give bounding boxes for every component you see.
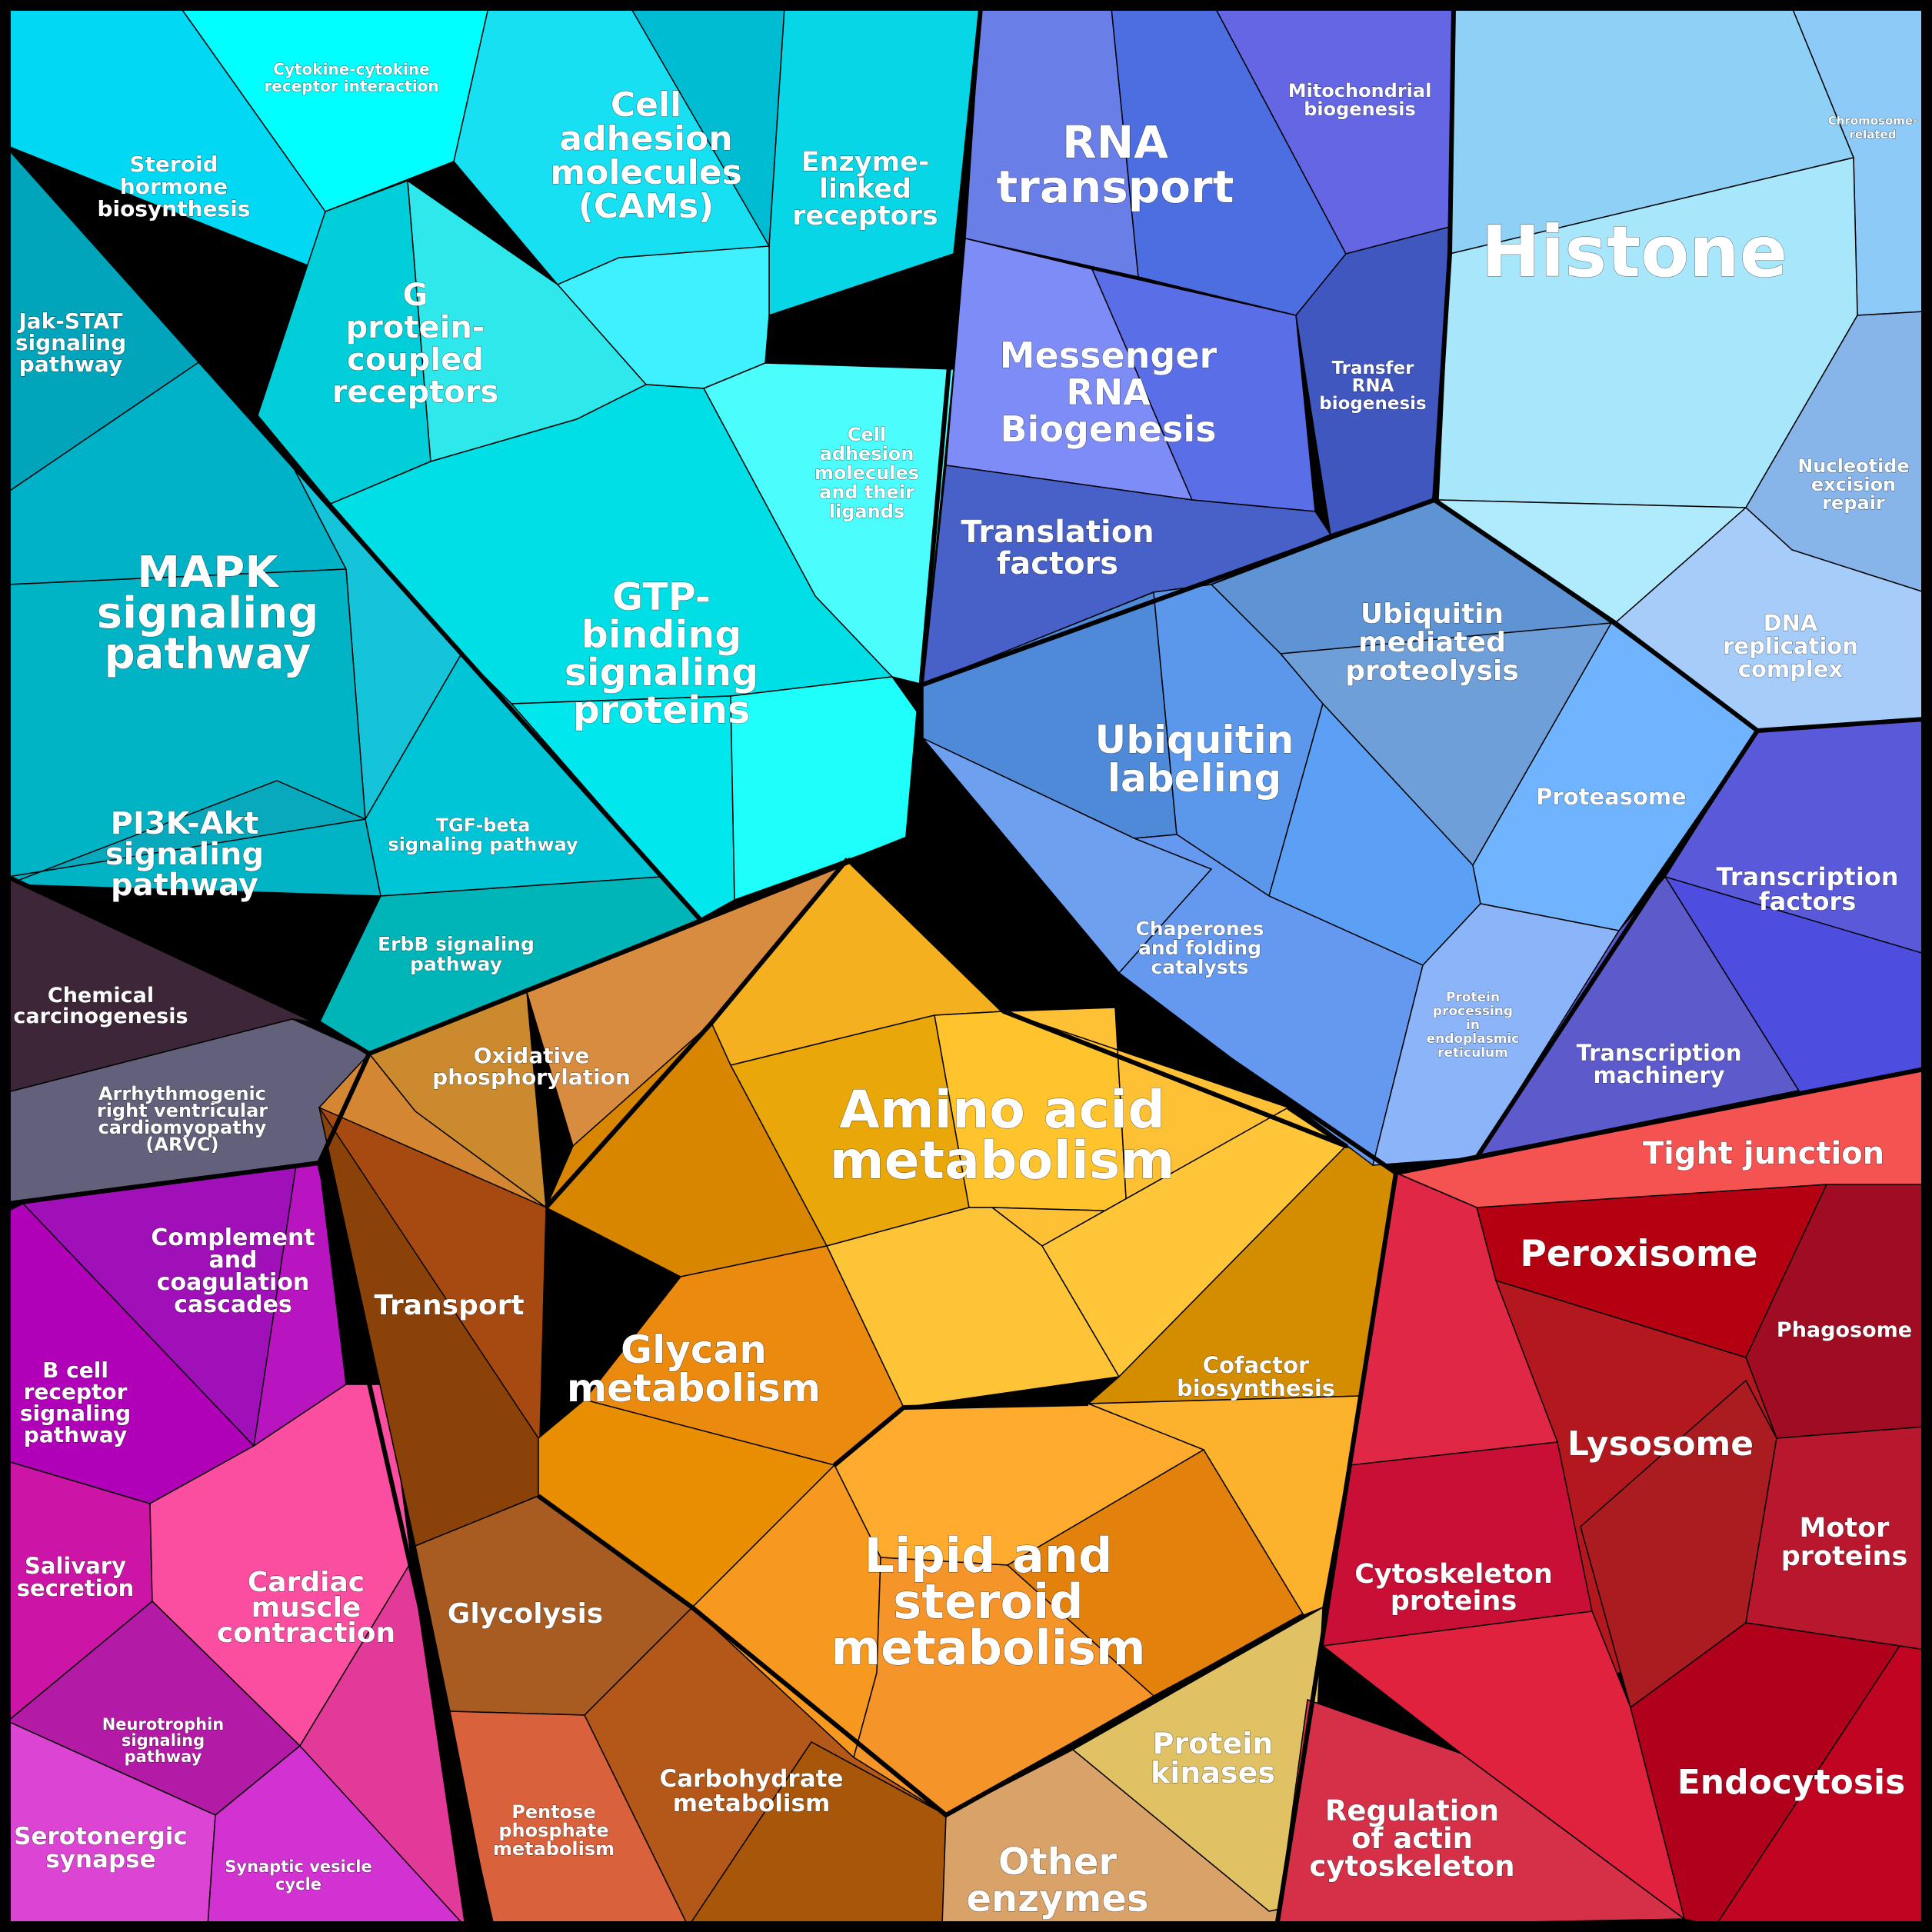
label-transfer-rna: Transfer RNA biogenesis (1319, 358, 1426, 414)
label-lysosome: Lysosome (1567, 1424, 1754, 1464)
border-signaling-diagonal (5, 145, 702, 921)
label-synaptic-vesicle-cycle: Synaptic vesicle cycle (225, 1857, 371, 1894)
label-steroid-hormone: Steroid hormone biosynthesis (98, 152, 251, 222)
border-metabolism-left (317, 1162, 495, 1927)
label-glycolysis: Glycolysis (448, 1598, 603, 1630)
label-histone: Histone (1481, 211, 1787, 293)
rna-group (922, 7, 1454, 686)
label-translation-factors: Translation factors (961, 515, 1154, 581)
folding-group (922, 499, 1759, 1167)
label-amino-acid-metabolism: Amino acid metabolism (830, 1080, 1175, 1191)
label-erbb: ErbB signaling pathway (378, 933, 535, 975)
group-borders (5, 7, 1925, 1927)
label-transcription-machinery: Transcription machinery (1577, 1040, 1742, 1088)
border-histone (1447, 7, 1456, 255)
label-tight-junction: Tight junction (1643, 1136, 1884, 1171)
label-pi3k-akt: PI3K-Akt signaling pathway (105, 806, 264, 903)
label-carbohydrate-metabolism: Carbohydrate metabolism (660, 1765, 844, 1817)
border-disease-bottom (7, 1161, 320, 1206)
label-gtp-binding: GTP-binding signaling proteins (565, 575, 759, 732)
label-regulation-actin: Regulation of actin cytoskeleton (1309, 1794, 1514, 1883)
label-serotonergic-synapse: Serotonergic synapse (14, 1823, 188, 1874)
label-transcription-factors: Transcription factors (1716, 862, 1898, 916)
label-b-cell-receptor: B cell receptor signaling pathway (20, 1357, 131, 1447)
label-motor-proteins: Motor proteins (1781, 1513, 1908, 1572)
label-phagosome: Phagosome (1777, 1318, 1912, 1342)
label-lipid-steroid: Lipid and steroid metabolism (831, 1527, 1145, 1676)
label-cell-adhesion-cams: Cell adhesion molecules (CAMs) (550, 85, 742, 226)
border-organismal-right (317, 1052, 371, 1164)
label-cardiac-muscle: Cardiac muscle contraction (217, 1567, 395, 1649)
border-amino-acid (845, 857, 1348, 1148)
label-ubiquitin-labeling: Ubiquitin labeling (1095, 718, 1294, 801)
labels: Histone Chromosome-related Nucleotide exc… (13, 60, 1918, 1921)
label-cofactor-biosynthesis: Cofactor biosynthesis (1177, 1352, 1335, 1401)
label-cytoskeleton-proteins: Cytoskeleton proteins (1354, 1559, 1553, 1617)
label-cytokine-receptor: Cytokine-cytokine receptor interaction (264, 60, 438, 95)
label-endocytosis: Endocytosis (1677, 1763, 1906, 1802)
cellular-processes-group (1276, 1068, 1925, 1927)
organismal-group (6, 1162, 467, 1927)
label-pentose-phosphate: Pentose phosphate metabolism (493, 1801, 615, 1860)
label-transport: Transport (374, 1290, 524, 1321)
label-peroxisome: Peroxisome (1520, 1233, 1757, 1275)
metabolism-group (318, 858, 1397, 1928)
label-cell-adhesion-ligands: Cell adhesion molecules and their ligands (814, 424, 919, 522)
label-mitochondrial-biogenesis: Mitochondrial biogenesis (1288, 80, 1432, 120)
signaling-group (7, 7, 980, 1054)
label-protein-processing-er: Protein processing in endoplasmic reticulum (1427, 990, 1520, 1061)
label-tgf-beta: TGF-beta signaling pathway (388, 814, 578, 855)
label-neurotrophin: Neurotrophin signaling pathway (102, 1715, 225, 1766)
label-nucleotide-excision-repair: Nucleotide excision repair (1797, 455, 1910, 514)
border-amino-lipid (833, 1401, 1089, 1467)
label-other-enzymes: Other enzymes (966, 1840, 1148, 1920)
label-enzyme-linked-receptors: Enzyme-linked receptors (792, 147, 938, 232)
label-mapk: MAPK signaling pathway (97, 548, 319, 679)
label-dna-replication-complex: DNA replication complex (1723, 610, 1858, 682)
border-transcription (1757, 717, 1925, 733)
border-histone-lower (1432, 253, 1452, 501)
label-chemical-carcinogenesis: Chemical carcinogenesis (13, 984, 188, 1028)
histone-group (1432, 7, 1925, 731)
label-rna-transport: RNA transport (997, 116, 1234, 213)
label-messenger-rna: Messenger RNA Biogenesis (1000, 335, 1217, 450)
border-glycan (544, 858, 850, 1210)
label-glycan-metabolism: Glycan metabolism (567, 1327, 821, 1411)
label-chromosome-related: Chromosome-related (1828, 114, 1918, 142)
label-ubiquitin-mediated: Ubiquitin mediated proteolysis (1345, 598, 1519, 687)
label-complement: Complement and coagulation cascades (151, 1224, 315, 1318)
label-jak-stat: Jak-STAT signaling pathway (15, 308, 126, 377)
label-proteasome: Proteasome (1536, 784, 1687, 810)
label-protein-kinases: Protein kinases (1151, 1727, 1275, 1790)
border-transcription-bottom (1476, 1090, 1800, 1160)
disease-group (7, 875, 370, 1204)
transcription-group (1475, 718, 1925, 1159)
label-salivary-secretion: Salivary secretion (17, 1553, 134, 1601)
border-metabolism-inner (537, 1494, 1305, 1817)
label-chaperones: Chaperones and folding catalysts (1135, 918, 1264, 978)
label-arvc: Arrhythmogenic right ventricular cardiomyo… (97, 1083, 268, 1155)
label-oxidative-phosphorylation: Oxidative phosphorylation (432, 1043, 631, 1090)
